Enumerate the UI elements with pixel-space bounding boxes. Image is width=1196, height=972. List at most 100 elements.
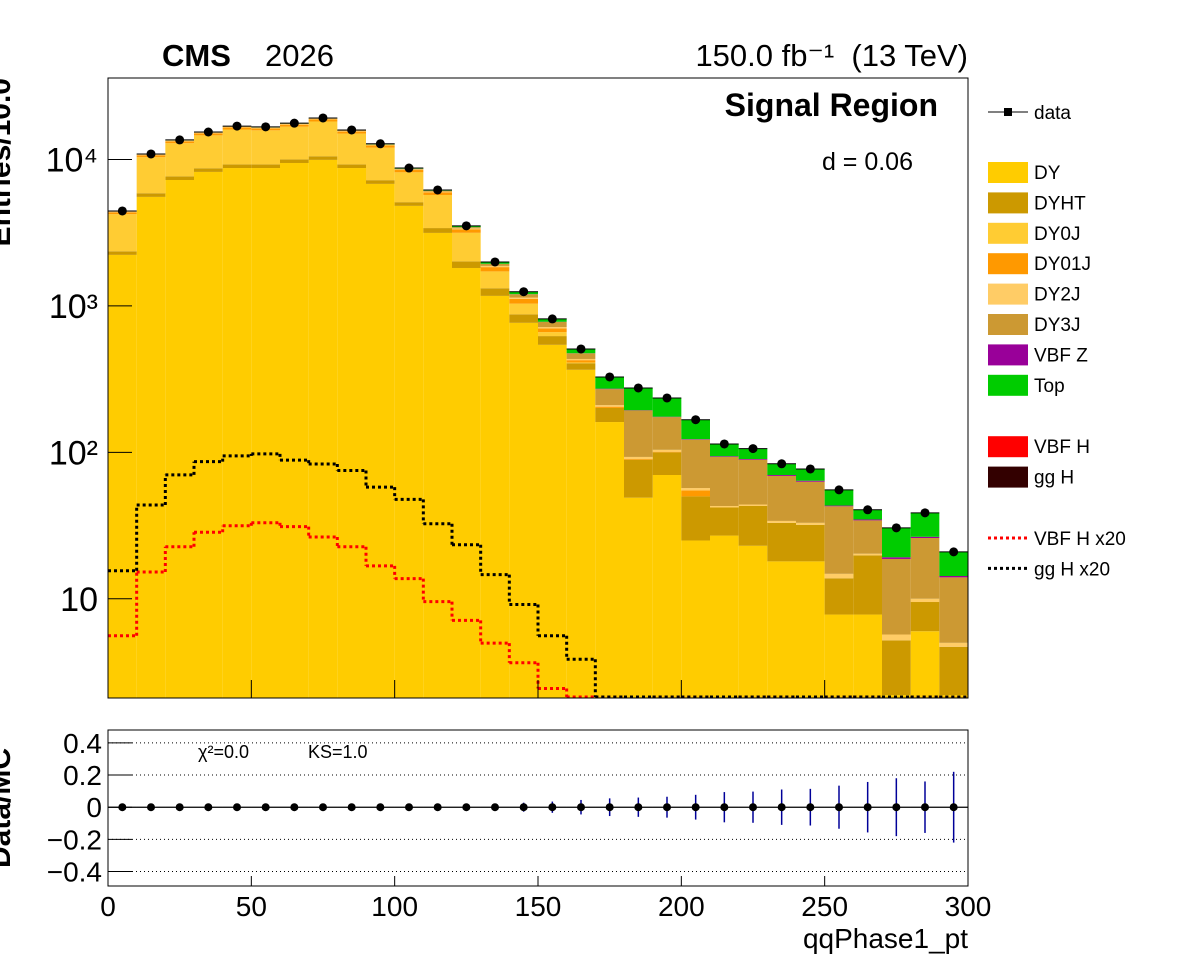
ratio-point [663, 803, 671, 812]
stack-bar [681, 496, 710, 541]
ratio-point [433, 803, 442, 812]
stack-bar [509, 322, 538, 698]
data-point [461, 221, 471, 231]
y-tick-label: 10² [49, 434, 98, 472]
ratio-point [261, 803, 270, 812]
annotation: d = 0.06 [822, 148, 913, 176]
y-tick-label: 0 [86, 792, 102, 823]
stack-bar [853, 509, 882, 520]
ratio-point [319, 803, 327, 812]
legend-label: gg H [1034, 468, 1074, 489]
lumi-label: 150.0 fb⁻¹ (13 TeV) [695, 38, 968, 73]
data-point [920, 508, 930, 518]
stack-bar [652, 452, 682, 476]
stack-bar [710, 535, 739, 698]
y-tick-label: −0.2 [47, 824, 102, 855]
stack-bar [566, 369, 596, 698]
stack-bar [108, 214, 137, 252]
ratio-point [949, 803, 958, 812]
stack-bar [251, 168, 280, 699]
stack-bar [882, 558, 911, 635]
stack-bar [509, 303, 538, 315]
stack-bar [337, 164, 366, 169]
data-point [691, 415, 701, 425]
stack-bar [882, 634, 911, 641]
stack-bar [595, 422, 624, 698]
stack-bar [566, 358, 596, 361]
data-point [433, 185, 443, 195]
legend-label: VBF H x20 [1034, 529, 1126, 550]
stack-bar [509, 298, 538, 304]
data-point [547, 314, 557, 324]
ratio-point [892, 803, 901, 812]
stack-bar [308, 121, 338, 157]
stack-bar [853, 553, 882, 556]
ratio-point [376, 803, 385, 812]
legend-swatch [988, 162, 1028, 183]
stack-bar [624, 497, 653, 698]
experiment-label: CMS [162, 38, 231, 73]
data-point [347, 125, 357, 135]
legend-swatch [988, 344, 1028, 366]
stack-bar [939, 576, 968, 578]
stack-bar [538, 327, 567, 329]
stack-bar [738, 459, 768, 505]
stack-bar [824, 489, 854, 506]
legend-label: DY01J [1034, 254, 1091, 275]
ratio-point [519, 803, 528, 812]
ratio-point [204, 803, 213, 812]
stack-bar [652, 475, 682, 698]
legend-swatch [988, 283, 1028, 305]
ratio-point [634, 803, 643, 812]
data-point [748, 444, 758, 454]
ratio-point [863, 803, 872, 812]
stack-bar [222, 164, 252, 169]
stack-bar [165, 143, 194, 177]
legend-label: Top [1034, 376, 1065, 397]
stack-bar [738, 505, 768, 546]
data-point [232, 121, 242, 131]
data-point [175, 135, 185, 145]
stack-bar [280, 162, 309, 698]
y-tick-label: 10⁴ [46, 141, 98, 179]
stack-bar [853, 519, 882, 521]
stack-bar [595, 407, 624, 423]
stack-bar [251, 164, 280, 169]
stack-bar [337, 133, 366, 165]
stack-bar [681, 439, 710, 489]
stack-bar [824, 578, 854, 615]
stack-bar [480, 265, 510, 268]
stack-bar [337, 168, 366, 699]
legend-marker [1004, 108, 1012, 116]
stack-bar [652, 449, 682, 452]
subtitle: 2026 [265, 38, 334, 73]
ratio-point [290, 803, 299, 812]
ratio-point [749, 803, 757, 812]
stack-bar [767, 475, 796, 476]
stack-bar [824, 614, 854, 698]
stack-bar [165, 176, 194, 180]
data-point [146, 149, 156, 159]
stack-bar [624, 410, 653, 457]
legend-label: DY2J [1034, 285, 1080, 306]
stack-bar [882, 557, 911, 559]
stack-bar [308, 159, 338, 699]
legend-label: VBF Z [1034, 345, 1088, 366]
x-tick-label: 50 [236, 891, 267, 922]
ratio-point [405, 803, 413, 812]
stack-bar [366, 183, 395, 698]
stack-bar [910, 631, 940, 698]
stack-bar [280, 126, 309, 160]
data-point [318, 113, 328, 123]
stack-bar [796, 522, 825, 525]
data-point [490, 257, 500, 267]
legend-label: DY [1034, 163, 1061, 184]
ratio-annotation: KS=1.0 [308, 742, 368, 762]
data-point [576, 344, 586, 354]
legend-label: DYHT [1034, 193, 1086, 214]
stack-bar [251, 130, 280, 165]
stack-bar [566, 362, 596, 364]
stack-bar [538, 344, 567, 698]
y-axis-title: Entries/10.0 [0, 78, 17, 246]
